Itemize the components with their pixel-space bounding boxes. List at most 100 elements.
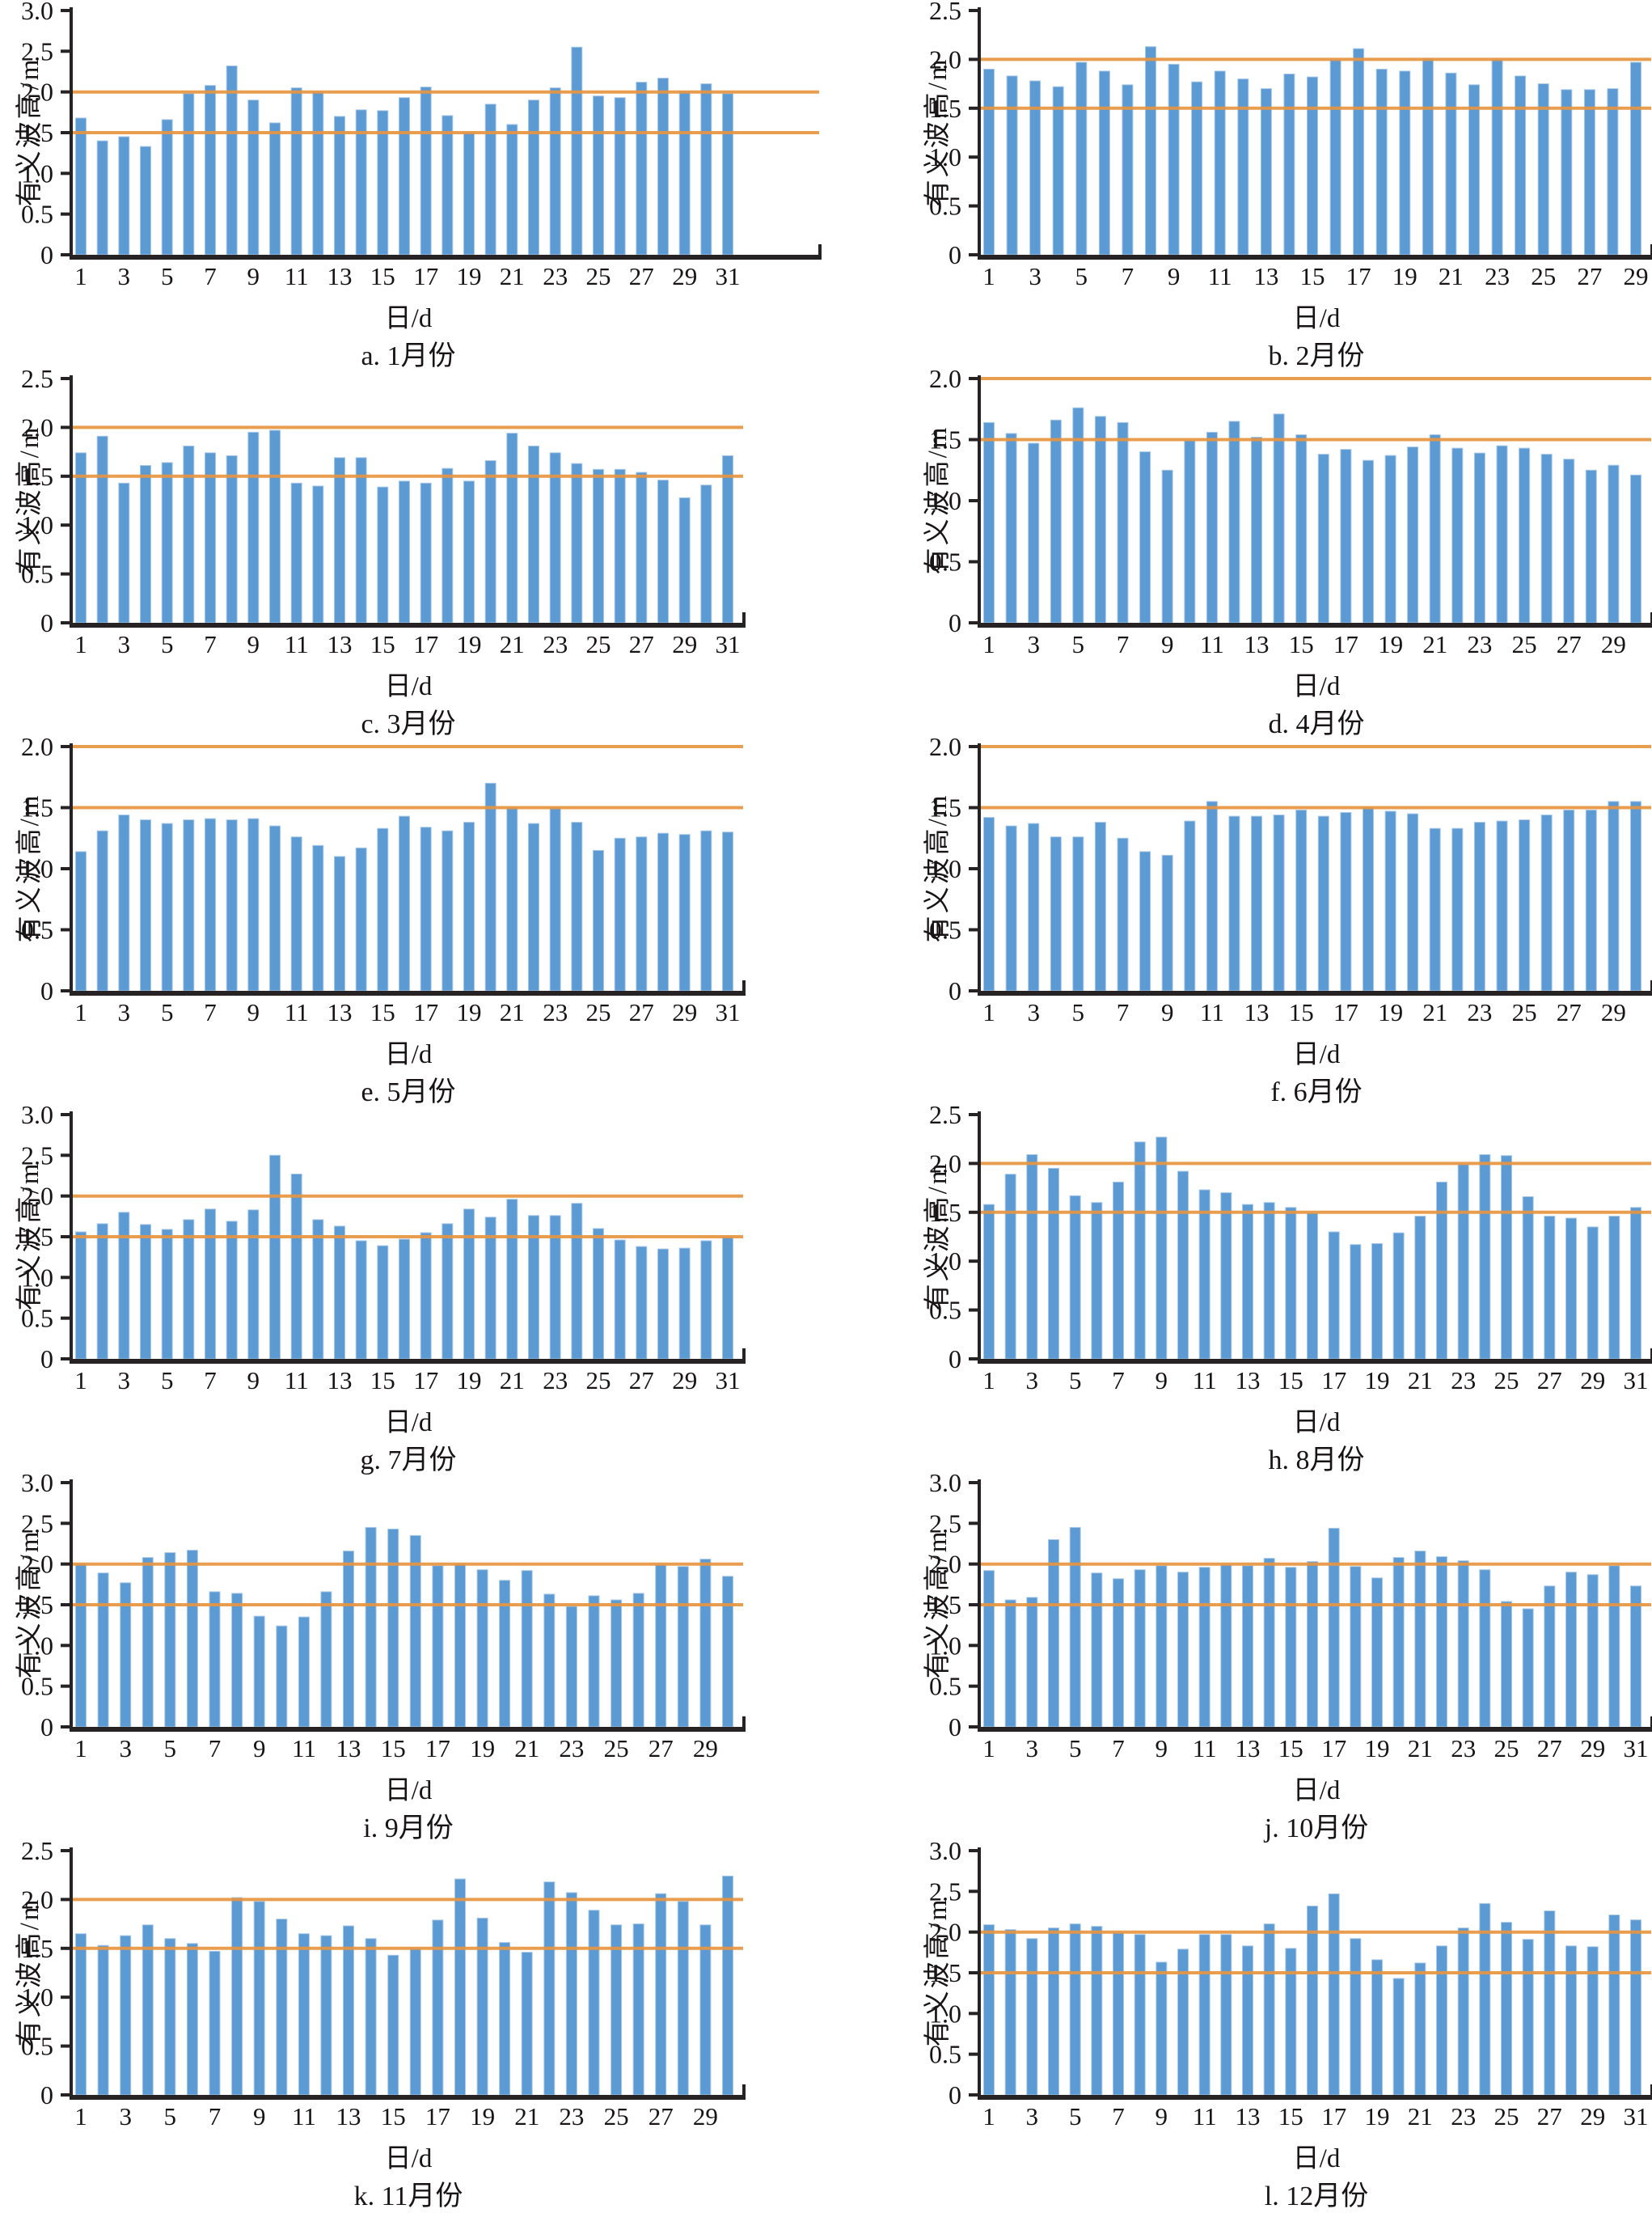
svg-text:17: 17 xyxy=(413,262,438,290)
chart-caption: e. 5月份 xyxy=(361,1077,456,1107)
svg-text:15: 15 xyxy=(370,1366,395,1394)
svg-text:9: 9 xyxy=(247,998,260,1026)
svg-text:27: 27 xyxy=(1537,1734,1562,1762)
svg-text:1.5: 1.5 xyxy=(929,1590,961,1619)
svg-text:13: 13 xyxy=(336,1734,361,1762)
chart-cell-september: 有义波高/m 0 0.5 1.0 1.5 2.0 2.5 3.0 1 3 5 7 9 11 13 15 17 1… xyxy=(0,1472,826,1843)
svg-text:13: 13 xyxy=(1253,262,1278,290)
svg-text:3: 3 xyxy=(118,998,131,1026)
svg-text:31: 31 xyxy=(1624,2102,1649,2130)
svg-text:19: 19 xyxy=(1378,630,1403,658)
svg-text:1.0: 1.0 xyxy=(929,1631,961,1660)
x-axis-title: 日/d xyxy=(1292,2144,1341,2173)
svg-text:15: 15 xyxy=(381,2102,406,2130)
svg-text:17: 17 xyxy=(413,1366,438,1394)
svg-text:29: 29 xyxy=(672,998,697,1026)
svg-text:9: 9 xyxy=(253,2102,266,2130)
svg-text:19: 19 xyxy=(1392,262,1418,290)
x-axis-title: 日/d xyxy=(1292,1040,1341,1069)
svg-text:7: 7 xyxy=(1117,630,1130,658)
svg-text:3: 3 xyxy=(1026,1366,1039,1394)
svg-text:23: 23 xyxy=(1485,262,1510,290)
x-axis-title: 日/d xyxy=(1292,1776,1341,1805)
svg-text:0: 0 xyxy=(949,1344,961,1373)
svg-text:1.5: 1.5 xyxy=(929,793,961,823)
svg-text:9: 9 xyxy=(1156,2102,1168,2130)
svg-text:19: 19 xyxy=(1365,1734,1390,1762)
svg-text:21: 21 xyxy=(1408,1366,1433,1394)
svg-text:25: 25 xyxy=(586,1366,611,1394)
svg-text:0.5: 0.5 xyxy=(21,200,53,229)
svg-text:1: 1 xyxy=(982,1734,995,1762)
chart-caption: b. 2月份 xyxy=(1268,341,1365,371)
svg-text:2.0: 2.0 xyxy=(929,1918,961,1947)
svg-text:31: 31 xyxy=(1624,1734,1649,1762)
svg-text:25: 25 xyxy=(1494,1734,1519,1762)
chart-cell-october: 有义波高/m 0 0.5 1.0 1.5 2.0 2.5 3.0 1 3 5 7 9 11 13 15 17 1… xyxy=(826,1472,1652,1843)
svg-text:2.5: 2.5 xyxy=(21,1840,53,1865)
bar-plot: 00.51.01.52.02.53.01 3 5 7 9 11 13 15 17 19 21 23 25… xyxy=(929,1840,1652,2130)
svg-text:11: 11 xyxy=(1200,630,1224,658)
svg-text:1.0: 1.0 xyxy=(929,486,961,515)
svg-text:1.0: 1.0 xyxy=(21,1982,53,2012)
svg-text:3: 3 xyxy=(118,630,131,658)
svg-text:0: 0 xyxy=(40,1712,53,1741)
bar-plot: 00.51.01.52.02.51 3 5 7 9 11 13 15 17 19 21 23 25 27 2… xyxy=(21,1840,746,2130)
svg-text:0.5: 0.5 xyxy=(21,1672,53,1701)
x-axis-title: 日/d xyxy=(384,304,433,333)
svg-text:27: 27 xyxy=(629,630,654,658)
svg-text:29: 29 xyxy=(1580,2102,1605,2130)
svg-text:11: 11 xyxy=(1200,998,1224,1026)
svg-text:25: 25 xyxy=(1512,998,1537,1026)
bar-plot: 00.51.01.52.02.53.01 3 5 7 9 11 13 15 17 19 21 23 25… xyxy=(21,1104,746,1394)
svg-text:15: 15 xyxy=(381,1734,406,1762)
svg-text:3: 3 xyxy=(1027,630,1040,658)
svg-text:19: 19 xyxy=(457,998,482,1026)
svg-text:23: 23 xyxy=(543,998,568,1026)
chart-caption: h. 8月份 xyxy=(1268,1445,1365,1475)
svg-text:17: 17 xyxy=(1321,1734,1346,1762)
svg-text:2.5: 2.5 xyxy=(929,1104,961,1129)
svg-text:2.0: 2.0 xyxy=(21,78,53,107)
svg-text:29: 29 xyxy=(693,1734,718,1762)
chart-cell-march: 有义波高/m 0 0.5 1.0 1.5 2.0 2.5 1 3 5 7 9 11 13 15 17 19 21… xyxy=(0,368,826,739)
svg-text:2.0: 2.0 xyxy=(21,413,53,442)
svg-text:11: 11 xyxy=(1193,2102,1217,2130)
svg-text:2.5: 2.5 xyxy=(21,1140,53,1170)
svg-text:19: 19 xyxy=(457,630,482,658)
svg-text:19: 19 xyxy=(1365,1366,1390,1394)
svg-text:13: 13 xyxy=(336,2102,361,2130)
svg-text:7: 7 xyxy=(209,1734,222,1762)
bar-plot: 00.51.01.52.02.51 3 5 7 9 11 13 15 17 19 21 23 25 27 2… xyxy=(21,368,746,658)
svg-text:7: 7 xyxy=(1112,1734,1125,1762)
svg-text:25: 25 xyxy=(1494,2102,1519,2130)
svg-text:2.0: 2.0 xyxy=(21,736,53,761)
svg-text:1: 1 xyxy=(74,1366,87,1394)
svg-text:2.5: 2.5 xyxy=(21,1508,53,1538)
svg-text:5: 5 xyxy=(1069,1366,1082,1394)
chart-cell-december: 有义波高/m 0 0.5 1.0 1.5 2.0 2.5 3.0 1 3 5 7 9 11 13 15 17 1… xyxy=(826,1840,1652,2211)
svg-text:3.0: 3.0 xyxy=(929,1472,961,1497)
svg-text:27: 27 xyxy=(649,2102,674,2130)
svg-text:2.5: 2.5 xyxy=(929,1508,961,1538)
svg-text:21: 21 xyxy=(1408,1734,1433,1762)
svg-text:1.5: 1.5 xyxy=(929,94,961,123)
svg-text:15: 15 xyxy=(1278,2102,1303,2130)
svg-text:11: 11 xyxy=(1193,1366,1217,1394)
svg-text:3.0: 3.0 xyxy=(21,1104,53,1129)
svg-text:29: 29 xyxy=(1624,262,1649,290)
svg-text:3: 3 xyxy=(119,2102,132,2130)
svg-text:0: 0 xyxy=(949,240,961,269)
svg-text:19: 19 xyxy=(470,2102,495,2130)
svg-text:1: 1 xyxy=(982,2102,995,2130)
svg-text:17: 17 xyxy=(425,1734,450,1762)
svg-text:15: 15 xyxy=(1278,1734,1303,1762)
x-axis-title: 日/d xyxy=(384,672,433,701)
svg-text:2.0: 2.0 xyxy=(929,1149,961,1178)
svg-text:21: 21 xyxy=(500,262,525,290)
svg-text:11: 11 xyxy=(292,1734,316,1762)
svg-text:0.5: 0.5 xyxy=(21,2032,53,2061)
svg-text:3.0: 3.0 xyxy=(929,1840,961,1865)
chart-cell-april: 有义波高/m 0 0.5 1.0 1.5 2.0 1 3 5 7 9 11 13 15 17 19 21 23 2… xyxy=(826,368,1652,739)
svg-text:2.5: 2.5 xyxy=(929,1877,961,1906)
